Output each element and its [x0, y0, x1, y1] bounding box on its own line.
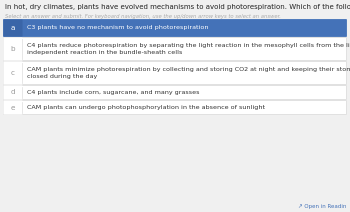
FancyBboxPatch shape — [4, 38, 346, 60]
FancyBboxPatch shape — [4, 61, 22, 85]
FancyBboxPatch shape — [4, 85, 22, 99]
FancyBboxPatch shape — [4, 38, 22, 60]
Text: C4 plants reduce photorespiration by separating the light reaction in the mesoph: C4 plants reduce photorespiration by sep… — [27, 43, 350, 55]
Text: ↗ Open in Readin: ↗ Open in Readin — [298, 204, 346, 209]
Text: Select an answer and submit. For keyboard navigation, use the up/down arrow keys: Select an answer and submit. For keyboar… — [5, 14, 281, 19]
Text: a: a — [11, 25, 15, 31]
Text: d: d — [11, 89, 15, 95]
Text: b: b — [11, 46, 15, 52]
FancyBboxPatch shape — [4, 100, 346, 114]
Text: c: c — [11, 70, 15, 76]
Text: In hot, dry climates, plants have evolved mechanisms to avoid photorespiration. : In hot, dry climates, plants have evolve… — [5, 4, 350, 10]
FancyBboxPatch shape — [4, 20, 22, 36]
FancyBboxPatch shape — [4, 85, 346, 99]
FancyBboxPatch shape — [4, 20, 346, 36]
Text: C4 plants include corn, sugarcane, and many grasses: C4 plants include corn, sugarcane, and m… — [27, 90, 199, 95]
FancyBboxPatch shape — [4, 100, 22, 114]
Text: C3 plants have no mechanism to avoid photorespiration: C3 plants have no mechanism to avoid pho… — [27, 25, 209, 31]
Text: CAM plants minimize photorespiration by collecting and storing CO2 at night and : CAM plants minimize photorespiration by … — [27, 67, 350, 79]
Text: CAM plants can undergo photophosphorylation in the absence of sunlight: CAM plants can undergo photophosphorylat… — [27, 105, 265, 110]
FancyBboxPatch shape — [4, 61, 346, 85]
Text: e: e — [11, 105, 15, 110]
